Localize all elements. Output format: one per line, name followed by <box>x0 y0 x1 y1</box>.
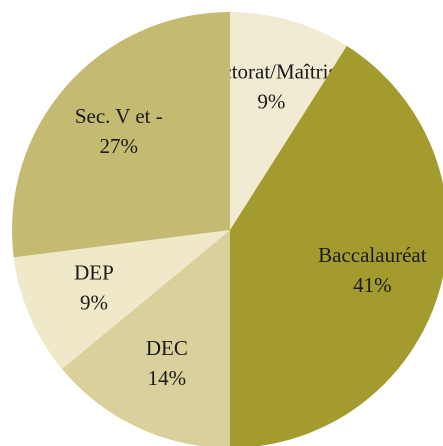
slice-label: Baccalauréat <box>318 243 427 267</box>
pie-slice <box>11 12 230 258</box>
pie-slice <box>230 45 443 446</box>
slice-value: 9% <box>257 89 285 113</box>
slice-value: 27% <box>100 134 139 158</box>
slice-label: DEP <box>74 261 114 285</box>
pie-slice <box>62 230 230 446</box>
slice-label: Sec. V et - <box>75 104 163 128</box>
slice-label: DEC <box>146 336 188 360</box>
pie-slice <box>230 12 347 230</box>
slice-value: 14% <box>148 366 187 390</box>
pie-slice <box>13 230 231 369</box>
slice-value: 9% <box>80 291 108 315</box>
slice-value: 41% <box>353 273 392 297</box>
